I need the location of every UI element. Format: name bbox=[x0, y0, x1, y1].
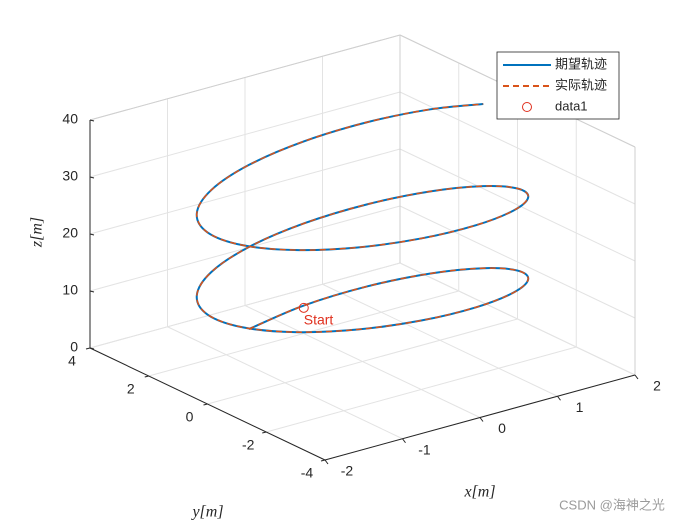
x-tick bbox=[324, 459, 329, 465]
x-tick bbox=[557, 395, 561, 401]
legend-label: 实际轨迹 bbox=[555, 77, 607, 92]
trajectory-line bbox=[196, 103, 529, 333]
y-tick bbox=[144, 375, 149, 378]
y-tick-label: 0 bbox=[186, 409, 194, 425]
y-tick-label: 4 bbox=[68, 353, 76, 369]
y-tick-label: -2 bbox=[242, 437, 255, 453]
y-tick-label: 2 bbox=[127, 381, 135, 397]
z-tick-label: 0 bbox=[70, 339, 78, 355]
grid-line bbox=[399, 148, 636, 262]
watermark: CSDN @海神之光 bbox=[559, 497, 665, 512]
grid-line bbox=[399, 91, 636, 205]
z-tick bbox=[89, 347, 95, 350]
box-edge bbox=[89, 34, 401, 121]
z-axis-label: z[m] bbox=[29, 217, 46, 248]
x-tick-label: 1 bbox=[576, 399, 584, 415]
y-tick bbox=[85, 347, 91, 350]
grid-line bbox=[399, 262, 636, 376]
x-tick-label: -1 bbox=[418, 441, 431, 457]
legend-label: 期望轨迹 bbox=[555, 56, 607, 71]
y-tick bbox=[203, 403, 208, 406]
y-tick bbox=[262, 431, 267, 434]
legend-marker bbox=[522, 102, 532, 112]
z-tick-label: 40 bbox=[62, 111, 78, 127]
legend-label: data1 bbox=[555, 98, 588, 113]
z-tick-label: 30 bbox=[62, 168, 78, 184]
start-marker bbox=[298, 302, 309, 313]
y-tick bbox=[320, 459, 326, 462]
x-tick bbox=[402, 438, 406, 444]
z-tick-label: 20 bbox=[62, 225, 78, 241]
x-tick bbox=[479, 417, 484, 422]
y-axis-label: y[m] bbox=[190, 504, 223, 521]
grid-line bbox=[89, 262, 401, 349]
grid-line bbox=[148, 290, 459, 377]
grid-line bbox=[89, 91, 401, 178]
y-tick-label: -4 bbox=[301, 465, 314, 481]
grid-line bbox=[399, 205, 636, 319]
trajectory-line bbox=[195, 103, 530, 334]
z-tick bbox=[89, 290, 95, 293]
x-tick bbox=[634, 374, 639, 380]
x-axis-label: x[m] bbox=[463, 484, 495, 501]
z-tick-label: 10 bbox=[62, 282, 78, 298]
z-tick bbox=[89, 176, 95, 179]
grid-line bbox=[207, 318, 518, 405]
x-tick-label: 0 bbox=[498, 420, 506, 436]
z-tick bbox=[89, 119, 95, 122]
grid-line bbox=[266, 346, 577, 433]
x-tick-label: -2 bbox=[341, 463, 354, 479]
annotation: Start bbox=[304, 312, 334, 328]
x-tick-label: 2 bbox=[653, 378, 661, 394]
z-tick bbox=[89, 233, 95, 236]
grid-line bbox=[89, 148, 401, 235]
